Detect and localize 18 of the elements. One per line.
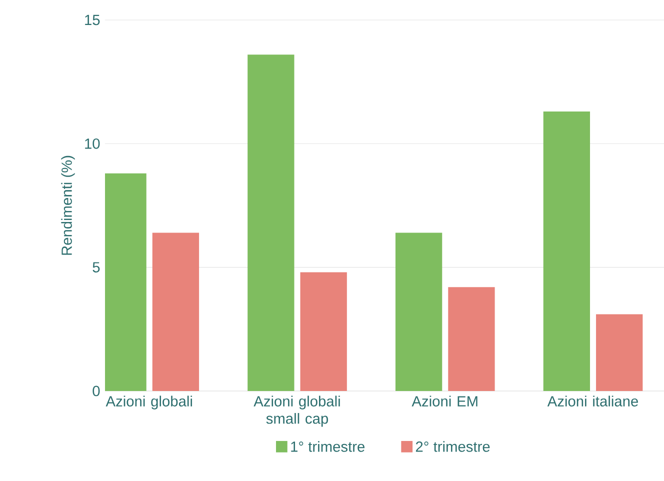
x-tick-label: Azioni EM: [412, 396, 478, 406]
y-tick-label: 15: [85, 14, 100, 26]
x-tick-label: Azioni globali small cap: [254, 396, 340, 427]
legend-label: 2° trimestre: [416, 441, 490, 452]
x-tick-label: Azioni globali: [106, 396, 192, 410]
bar: [300, 272, 347, 391]
x-tick-label: Azioni italiane: [547, 396, 638, 406]
y-tick-label: 0: [92, 386, 100, 396]
bar: [248, 54, 294, 391]
bar: [448, 287, 495, 391]
bar: [543, 112, 590, 391]
legend-label: 1° trimestre: [291, 441, 365, 452]
bar: [152, 232, 200, 391]
y-tick-label: 5: [92, 262, 100, 272]
bar: [596, 314, 643, 391]
bar: [395, 232, 442, 391]
y-axis-title: Rendimenti (%): [61, 156, 75, 255]
y-tick-label: 10: [85, 138, 100, 149]
